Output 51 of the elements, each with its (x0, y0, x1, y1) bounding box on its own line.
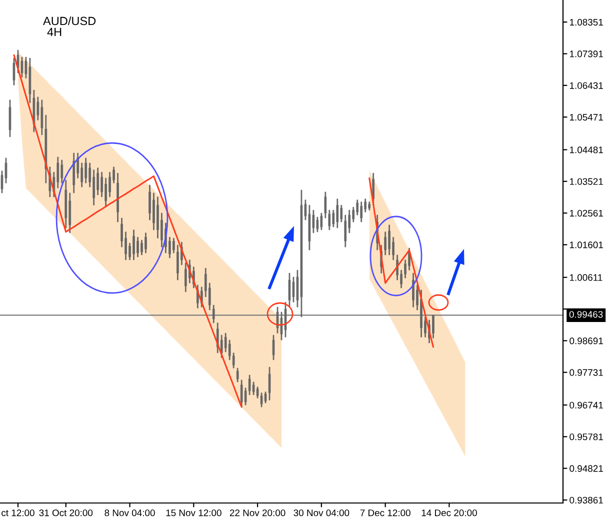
candlestick (176, 244, 179, 280)
candlestick (132, 230, 135, 260)
ref-line-label: 0.99463 (569, 311, 603, 318)
candlestick (320, 212, 323, 230)
y-tick-label: 0.96741 (570, 402, 603, 409)
x-tick-label: 7 Dec 12:00 (360, 510, 410, 516)
candlestick (236, 368, 239, 382)
candlestick (360, 202, 363, 222)
x-tick-label: 14 Dec 20:00 (422, 510, 477, 516)
x-tick-label: ct 12:00 (2, 510, 34, 516)
candlestick (272, 334, 275, 360)
y-tick-label: 1.04481 (570, 146, 603, 154)
candlestick (116, 172, 119, 222)
candlestick (324, 192, 327, 218)
y-tick-label: 1.06431 (570, 82, 603, 89)
candlestick (284, 302, 287, 338)
candlestick (84, 158, 88, 184)
y-tick-label: 1.03521 (570, 178, 603, 185)
y-tick-label: 0.97731 (570, 369, 603, 376)
y-tick-label: 0.94821 (570, 465, 603, 472)
candlestick (300, 190, 303, 318)
candlestick (44, 114, 48, 184)
candlestick (288, 272, 291, 308)
y-tick-label: 1.08351 (570, 18, 603, 26)
candlestick (8, 100, 12, 138)
candlestick (336, 198, 339, 228)
y-tick-label: 1.05471 (570, 114, 603, 121)
x-tick-label: 22 Nov 20:00 (230, 510, 286, 516)
y-tick-label: 1.02561 (570, 210, 603, 217)
candlestick (184, 262, 187, 292)
y-tick-label: 1.01601 (570, 242, 603, 248)
candlestick (240, 380, 243, 408)
candlestick (412, 272, 414, 308)
text: AUD/USD (43, 16, 96, 26)
candlestick (328, 210, 331, 230)
x-tick-label: 30 Nov 04:00 (294, 510, 350, 516)
text: 4H (47, 28, 62, 36)
candlestick (368, 202, 371, 210)
candlestick (268, 366, 271, 400)
y-tick-label: 0.95781 (570, 433, 603, 440)
x-tick-label: 15 Nov 12:00 (166, 510, 222, 516)
candlestick (212, 304, 215, 324)
candlestick (40, 100, 44, 136)
x-tick-label: 8 Nov 04:00 (104, 510, 155, 516)
x-tick-label: 31 Oct 20:00 (39, 510, 93, 516)
y-tick-label: 0.93861 (570, 496, 603, 504)
candlestick (72, 152, 76, 194)
candlestick (144, 232, 147, 254)
y-tick-label: 0.98691 (570, 338, 603, 344)
y-tick-label: 1.07391 (570, 50, 603, 58)
y-tick-label: 1.00611 (570, 274, 602, 281)
